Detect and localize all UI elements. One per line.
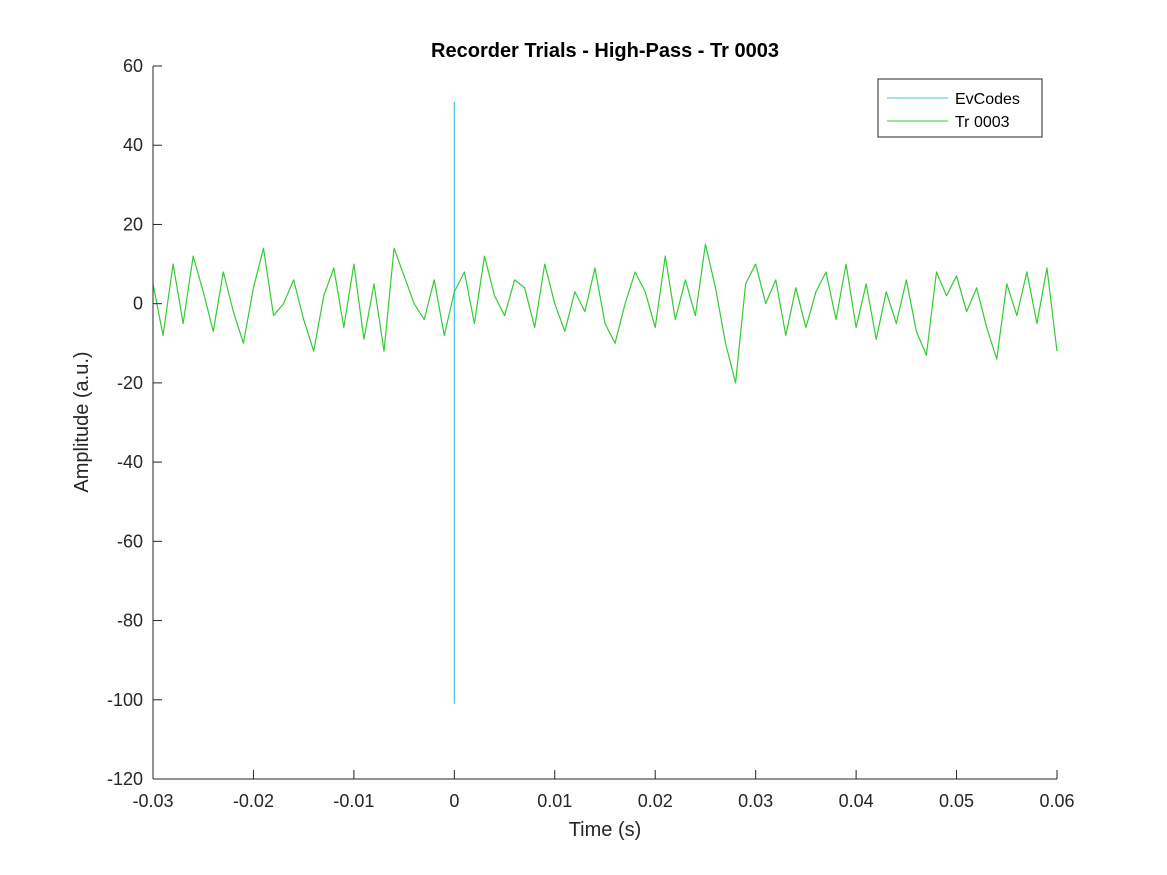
x-tick-label: -0.01 <box>333 791 374 811</box>
legend-label-evcodes: EvCodes <box>955 91 1020 108</box>
y-tick-label: 20 <box>123 214 143 234</box>
x-axis-label: Time (s) <box>569 819 642 841</box>
x-tick-label: 0 <box>449 791 459 811</box>
y-tick-label: -60 <box>117 531 143 551</box>
x-tick-label: -0.02 <box>233 791 274 811</box>
chart-title: Recorder Trials - High-Pass - Tr 0003 <box>431 40 779 62</box>
legend-label-tr-0003: Tr 0003 <box>955 114 1010 131</box>
x-tick-label: -0.03 <box>132 791 173 811</box>
y-tick-label: 60 <box>123 56 143 76</box>
y-tick-label: -120 <box>107 769 143 789</box>
y-tick-label: -80 <box>117 611 143 631</box>
series-line-tr-0003 <box>152 243 1058 384</box>
x-tick-label: 0.01 <box>537 791 572 811</box>
y-tick-label: -100 <box>107 690 143 710</box>
series-layer <box>152 101 1058 704</box>
y-tick-label: -40 <box>117 452 143 472</box>
plot-area <box>153 66 1057 779</box>
legend-box <box>877 78 1043 138</box>
y-tick-label: 40 <box>123 135 143 155</box>
y-tick-label: 0 <box>133 294 143 314</box>
y-axis-label: Amplitude (a.u.) <box>71 351 93 492</box>
x-tick-label: 0.05 <box>939 791 974 811</box>
x-tick-label: 0.04 <box>839 791 874 811</box>
axes-layer: -0.03 -0.02 -0.01 0 0.01 0.02 0.03 0.04 0.05 0.06… <box>107 56 1075 811</box>
x-tick-label: 0.03 <box>738 791 773 811</box>
x-tick-label: 0.02 <box>638 791 673 811</box>
y-tick-label: -20 <box>117 373 143 393</box>
x-tick-label: 0.06 <box>1039 791 1074 811</box>
legend: EvCodes Tr 0003 <box>877 78 1043 138</box>
